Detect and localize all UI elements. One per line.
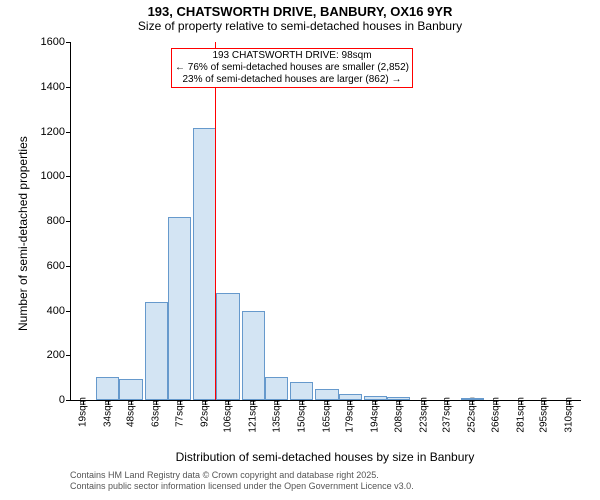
annot-line: 193 CHATSWORTH DRIVE: 98sqm: [175, 50, 409, 62]
y-tick-mark: [66, 176, 71, 177]
x-tick-label: 237sqm: [442, 397, 453, 433]
chart-container: 193, CHATSWORTH DRIVE, BANBURY, OX16 9YR…: [0, 0, 600, 500]
histogram-bar: [461, 398, 484, 400]
x-tick-label: 34sqm: [102, 397, 113, 427]
x-tick-label: 281sqm: [515, 397, 526, 433]
footer-line-1: Contains HM Land Registry data © Crown c…: [70, 470, 414, 481]
histogram-bar: [387, 397, 410, 400]
chart-title: 193, CHATSWORTH DRIVE, BANBURY, OX16 9YR: [0, 0, 600, 19]
plot-area: 0200400600800100012001400160019sqm34sqm4…: [70, 42, 581, 401]
y-tick-mark: [66, 266, 71, 267]
histogram-bar: [119, 379, 142, 400]
x-tick-label: 266sqm: [490, 397, 501, 433]
x-tick-label: 48sqm: [126, 397, 137, 427]
histogram-bar: [193, 128, 216, 400]
y-tick-mark: [66, 355, 71, 356]
histogram-bar: [315, 389, 338, 400]
histogram-bar: [265, 377, 288, 400]
x-tick-label: 77sqm: [174, 397, 185, 427]
y-tick-mark: [66, 87, 71, 88]
x-tick-label: 135sqm: [271, 397, 282, 433]
y-tick-mark: [66, 132, 71, 133]
y-tick-mark: [66, 311, 71, 312]
x-tick-label: 223sqm: [418, 397, 429, 433]
x-tick-label: 208sqm: [393, 397, 404, 433]
chart-subtitle: Size of property relative to semi-detach…: [0, 19, 600, 35]
x-tick-label: 165sqm: [321, 397, 332, 433]
histogram-bar: [339, 394, 362, 400]
histogram-bar: [145, 302, 168, 400]
x-tick-label: 63sqm: [151, 397, 162, 427]
x-tick-label: 92sqm: [199, 397, 210, 427]
x-tick-label: 121sqm: [248, 397, 259, 433]
y-tick-mark: [66, 221, 71, 222]
x-tick-label: 310sqm: [564, 397, 575, 433]
annotation-box: 193 CHATSWORTH DRIVE: 98sqm← 76% of semi…: [171, 48, 413, 88]
annot-line: ← 76% of semi-detached houses are smalle…: [175, 62, 409, 74]
histogram-bar: [96, 377, 119, 400]
x-tick-label: 179sqm: [345, 397, 356, 433]
x-tick-label: 194sqm: [370, 397, 381, 433]
x-axis-label: Distribution of semi-detached houses by …: [70, 450, 580, 464]
annot-line: 23% of semi-detached houses are larger (…: [175, 74, 409, 86]
histogram-bar: [168, 217, 191, 400]
y-axis-label: Number of semi-detached properties: [16, 136, 30, 331]
y-tick-mark: [66, 400, 71, 401]
histogram-bar: [364, 396, 387, 400]
y-tick-mark: [66, 42, 71, 43]
footer-line-2: Contains public sector information licen…: [70, 481, 414, 492]
reference-line: [215, 42, 216, 400]
histogram-bar: [290, 382, 313, 400]
x-tick-label: 295sqm: [539, 397, 550, 433]
x-tick-label: 252sqm: [467, 397, 478, 433]
histogram-bar: [242, 311, 265, 401]
footer-attribution: Contains HM Land Registry data © Crown c…: [70, 470, 414, 492]
x-tick-label: 19sqm: [77, 397, 88, 427]
histogram-bar: [216, 293, 239, 400]
x-tick-label: 106sqm: [223, 397, 234, 433]
x-tick-label: 150sqm: [296, 397, 307, 433]
